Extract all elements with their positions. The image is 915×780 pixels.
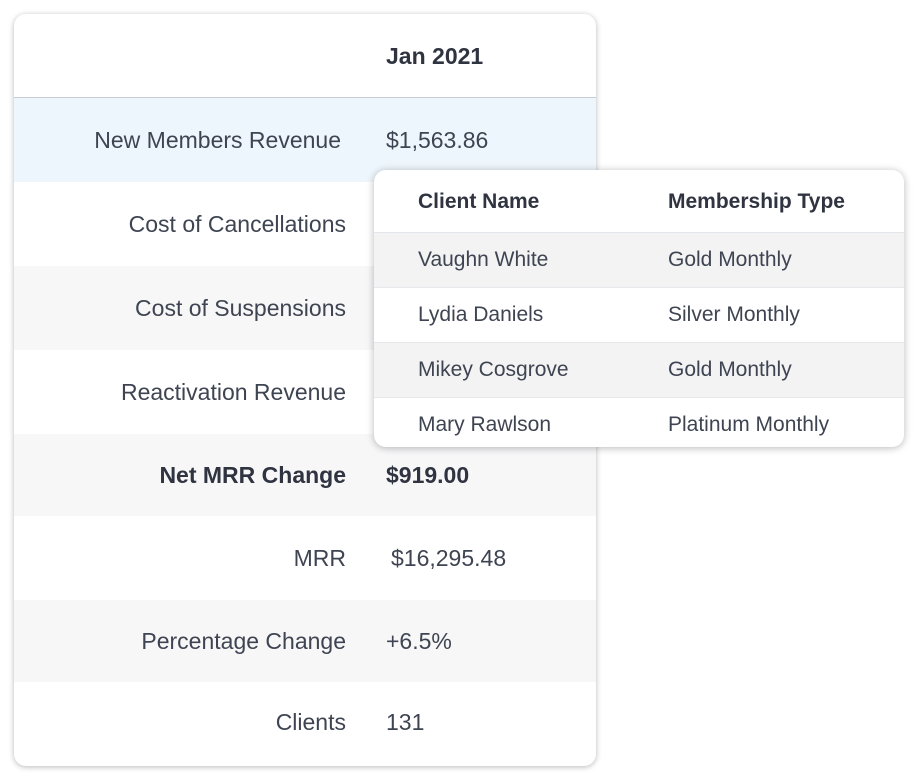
membership-type-cell: Gold Monthly (668, 358, 792, 381)
row-label: Cost of Cancellations (128, 210, 346, 237)
client-name-cell: Mikey Cosgrove (418, 358, 569, 381)
table-row[interactable]: Vaughn White Gold Monthly (374, 233, 904, 288)
row-label: Percentage Change (141, 627, 346, 654)
row-label: New Members Revenue (94, 126, 341, 153)
row-label: Net MRR Change (159, 461, 346, 488)
row-reactivation-revenue[interactable]: Reactivation Revenue (14, 350, 596, 434)
table-row[interactable]: Lydia Daniels Silver Monthly (374, 288, 904, 343)
client-name-column-header: Client Name (418, 190, 540, 213)
row-net-mrr-change[interactable]: Net MRR Change $919.00 (14, 434, 596, 516)
membership-type-cell: Silver Monthly (668, 303, 800, 326)
row-value: +6.5% (386, 627, 452, 654)
row-percentage-change[interactable]: Percentage Change +6.5% (14, 600, 596, 682)
membership-type-column-header: Membership Type (668, 190, 845, 213)
client-list-popover: Client Name Membership Type Vaughn White… (374, 170, 904, 447)
membership-type-cell: Platinum Monthly (668, 413, 830, 436)
row-value: $1,563.86 (386, 126, 489, 153)
client-name-cell: Vaughn White (418, 248, 549, 271)
row-label: Cost of Suspensions (135, 294, 346, 321)
row-label: Clients (275, 708, 346, 735)
month-column-header: Jan 2021 (386, 43, 484, 69)
row-value: $16,295.48 (391, 544, 507, 571)
row-label: MRR (293, 544, 346, 571)
popover-table-header: Client Name Membership Type (374, 170, 904, 233)
client-name-cell: Mary Rawlson (418, 413, 552, 436)
table-row[interactable]: Mary Rawlson Platinum Monthly (374, 398, 904, 447)
row-mrr[interactable]: MRR $16,295.48 (14, 516, 596, 600)
row-cost-of-cancellations[interactable]: Cost of Cancellations (14, 182, 596, 266)
row-label: Reactivation Revenue (120, 378, 346, 405)
mrr-table-header: Jan 2021 (14, 14, 596, 98)
table-row[interactable]: Mikey Cosgrove Gold Monthly (374, 343, 904, 398)
row-value: $919.00 (386, 461, 470, 488)
row-clients[interactable]: Clients 131 (14, 682, 596, 762)
client-name-cell: Lydia Daniels (418, 303, 544, 326)
row-new-members-revenue[interactable]: New Members Revenue $1,563.86 (14, 98, 596, 182)
membership-type-cell: Gold Monthly (668, 248, 792, 271)
row-value: 131 (386, 708, 425, 735)
